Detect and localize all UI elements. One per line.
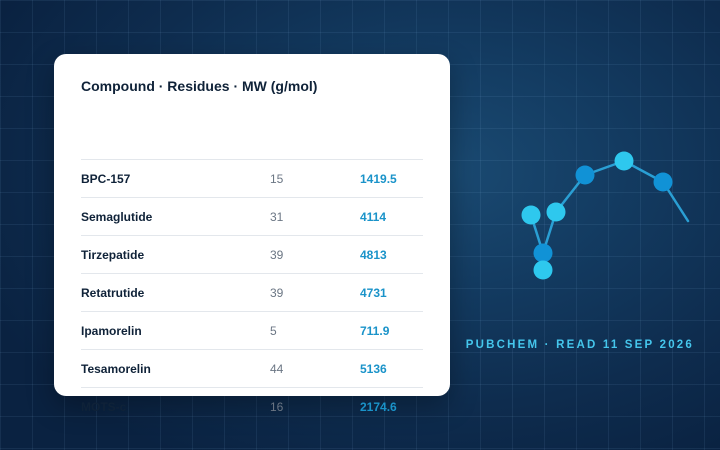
residue-count: 44 (270, 361, 284, 376)
table-row: Retatrutide 39 4731 (81, 274, 423, 312)
compound-name: Retatrutide (81, 285, 145, 300)
compound-table-card: Compound · Residues · MW (g/mol) BPC-157… (54, 54, 450, 414)
atom (521, 205, 541, 225)
molecule-icon (521, 151, 690, 280)
residue-count: 5 (270, 323, 277, 338)
source-label: PUBCHEM · READ 11 SEP 2026 (465, 339, 694, 351)
residue-count: 39 (270, 285, 284, 300)
residue-count: 16 (270, 400, 284, 414)
residue-count: 39 (270, 247, 284, 262)
compound-name: Ipamorelin (81, 323, 142, 338)
table-row: Tesamorelin 44 5136 (81, 350, 423, 388)
atom (533, 260, 553, 280)
table-row: Ipamorelin 5 711.9 (81, 312, 423, 350)
compound-name: MOTS-c (81, 400, 127, 414)
molecular-weight: 4114 (360, 209, 387, 224)
atom (653, 172, 673, 192)
residue-count: 31 (270, 209, 284, 224)
molecular-weight: 4731 (360, 285, 387, 300)
atom (546, 202, 566, 222)
table-row: Semaglutide 31 4114 (81, 198, 423, 236)
molecular-weight: 1419.5 (360, 171, 397, 186)
table-row: BPC-157 15 1419.5 (81, 160, 423, 198)
compound-name: BPC-157 (81, 171, 131, 186)
header-divider (81, 159, 423, 160)
compound-name: Tesamorelin (81, 361, 151, 376)
atom (614, 151, 634, 171)
molecular-weight: 2174.6 (360, 400, 397, 414)
compound-table: BPC-157 15 1419.5 Semaglutide 31 4114 Ti… (81, 160, 423, 426)
table-header: Compound · Residues · MW (g/mol) (81, 78, 318, 94)
table-row: Tirzepatide 39 4813 (81, 236, 423, 274)
compound-name: Semaglutide (81, 209, 153, 224)
atom (533, 243, 553, 263)
molecular-weight: 711.9 (360, 323, 390, 338)
atom (575, 165, 595, 185)
molecular-weight: 5136 (360, 361, 387, 376)
residue-count: 15 (270, 171, 284, 186)
table-row: MOTS-c 16 2174.6 (81, 388, 423, 426)
molecule-atoms (521, 151, 673, 280)
molecular-weight: 4813 (360, 247, 387, 262)
compound-name: Tirzepatide (81, 247, 145, 262)
